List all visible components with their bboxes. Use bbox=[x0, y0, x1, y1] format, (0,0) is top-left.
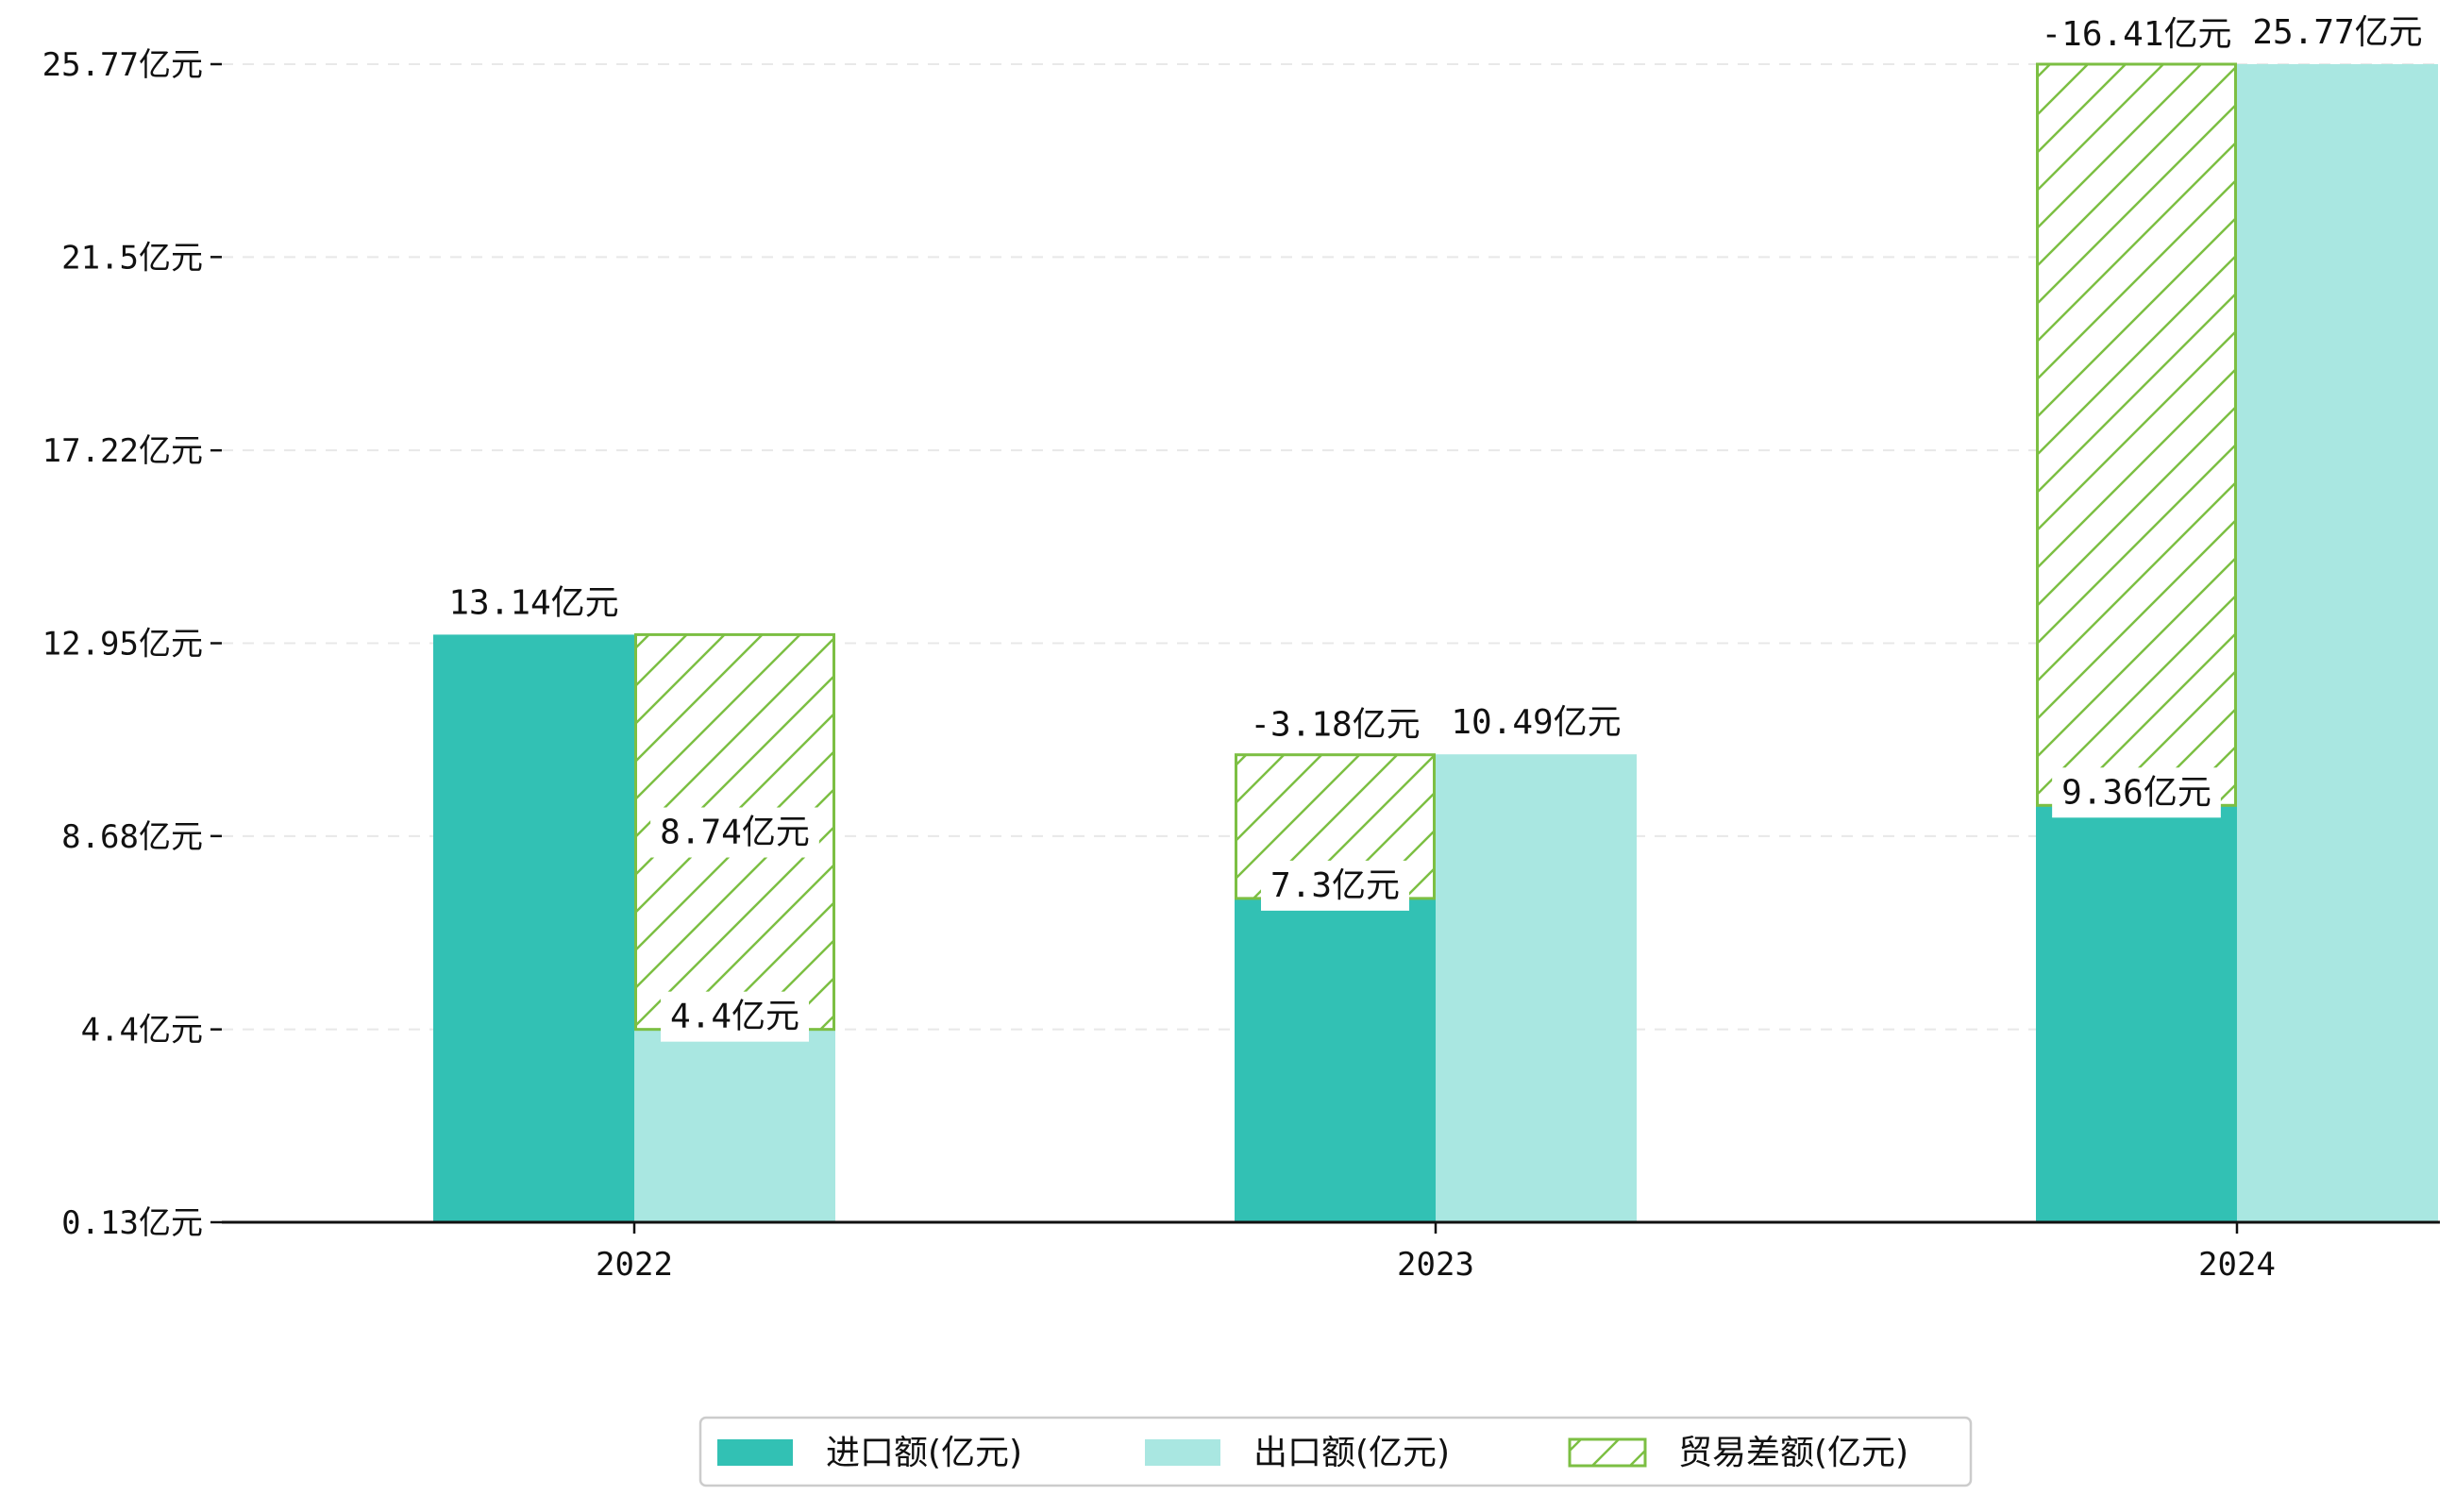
legend-box bbox=[698, 1416, 1973, 1487]
legend-swatch bbox=[717, 1439, 793, 1466]
y-tick-label: 21.5亿元 bbox=[61, 239, 203, 277]
label-export-2023-bg bbox=[1441, 697, 1631, 748]
y-tick-label: 8.68亿元 bbox=[61, 818, 203, 856]
y-tick-label: 12.95亿元 bbox=[42, 626, 203, 664]
label-import-2023: 7.3亿元 bbox=[1260, 860, 1410, 911]
y-tick-label: 25.77亿元 bbox=[42, 46, 203, 84]
label-export-2024-bg bbox=[2243, 8, 2432, 58]
y-tick-label: 0.13亿元 bbox=[61, 1204, 203, 1242]
data-labels: 13.14亿元 4.4亿元 8.74亿元 7.3亿元 10.49亿元 -3.18亿元 9.3… bbox=[439, 8, 2432, 1042]
legend-label: 出口额(亿元) bbox=[1253, 1434, 1450, 1472]
label-balance-2023-bg bbox=[1240, 699, 1430, 750]
label-balance-2022-bg bbox=[650, 807, 819, 858]
label-balance-2024-bg bbox=[2031, 9, 2242, 59]
label-import-2024-bg bbox=[2052, 767, 2221, 818]
x-tick-label: 2023 bbox=[1397, 1246, 1474, 1284]
label-import-2022-text: 13.14亿元 bbox=[448, 583, 618, 622]
label-balance-2023-text: -3.18亿元 bbox=[1250, 706, 1420, 745]
label-export-2022-bg bbox=[660, 991, 810, 1042]
legend-swatch bbox=[1145, 1439, 1220, 1466]
bar-import-2024 bbox=[2036, 805, 2237, 1222]
bar-export-2022 bbox=[634, 1029, 835, 1222]
legend-label: 贸易差额(亿元) bbox=[1678, 1434, 1909, 1472]
legend-item-balance: 贸易差额(亿元) bbox=[1568, 1434, 1909, 1472]
axes: 0.13亿元 4.4亿元 8.68亿元 12.95亿元 17.22亿元 21.5亿元 25.… bbox=[42, 46, 2440, 1284]
legend-item-import: 进口额(亿元) bbox=[717, 1434, 1022, 1472]
label-import-2023-text: 7.3亿元 bbox=[1270, 866, 1400, 905]
label-export-2024: 25.77亿元 bbox=[2243, 8, 2432, 58]
x-tick-label: 2024 bbox=[2198, 1246, 2276, 1284]
bar-import-2023 bbox=[1235, 898, 1436, 1222]
y-tick-label: 17.22亿元 bbox=[42, 432, 203, 470]
label-import-2022: 13.14亿元 bbox=[439, 578, 629, 629]
label-export-2023-text: 10.49亿元 bbox=[1451, 703, 1621, 742]
label-balance-2022: 8.74亿元 bbox=[650, 807, 819, 858]
y-tick-label: 4.4亿元 bbox=[81, 1012, 203, 1050]
bar-balance-2024 bbox=[2036, 62, 2237, 807]
legend-swatch bbox=[1568, 1437, 1647, 1468]
label-balance-2023: -3.18亿元 bbox=[1240, 699, 1430, 750]
label-export-2022: 4.4亿元 bbox=[660, 991, 810, 1042]
bar-export-2023 bbox=[1436, 754, 1637, 1222]
bar-import-2022 bbox=[433, 634, 634, 1222]
bar-export-2024 bbox=[2237, 64, 2438, 1222]
label-export-2022-text: 4.4亿元 bbox=[670, 998, 799, 1036]
label-export-2024-text: 25.77亿元 bbox=[2252, 13, 2422, 52]
label-balance-2022-text: 8.74亿元 bbox=[660, 814, 810, 852]
label-import-2023-bg bbox=[1260, 860, 1410, 911]
label-import-2022-bg bbox=[439, 578, 629, 629]
label-import-2024-text: 9.36亿元 bbox=[2061, 773, 2211, 812]
label-balance-2024-text: -16.41亿元 bbox=[2041, 15, 2231, 54]
legend-label: 进口额(亿元) bbox=[826, 1434, 1022, 1472]
label-import-2024: 9.36亿元 bbox=[2052, 767, 2221, 818]
legend-item-export: 出口额(亿元) bbox=[1145, 1434, 1450, 1472]
label-export-2023: 10.49亿元 bbox=[1441, 697, 1631, 748]
legend: 进口额(亿元) 出口额(亿元) 贸易差额(亿元) bbox=[698, 1416, 1973, 1487]
label-balance-2024: -16.41亿元 bbox=[2031, 9, 2242, 59]
x-tick-label: 2022 bbox=[596, 1246, 673, 1284]
